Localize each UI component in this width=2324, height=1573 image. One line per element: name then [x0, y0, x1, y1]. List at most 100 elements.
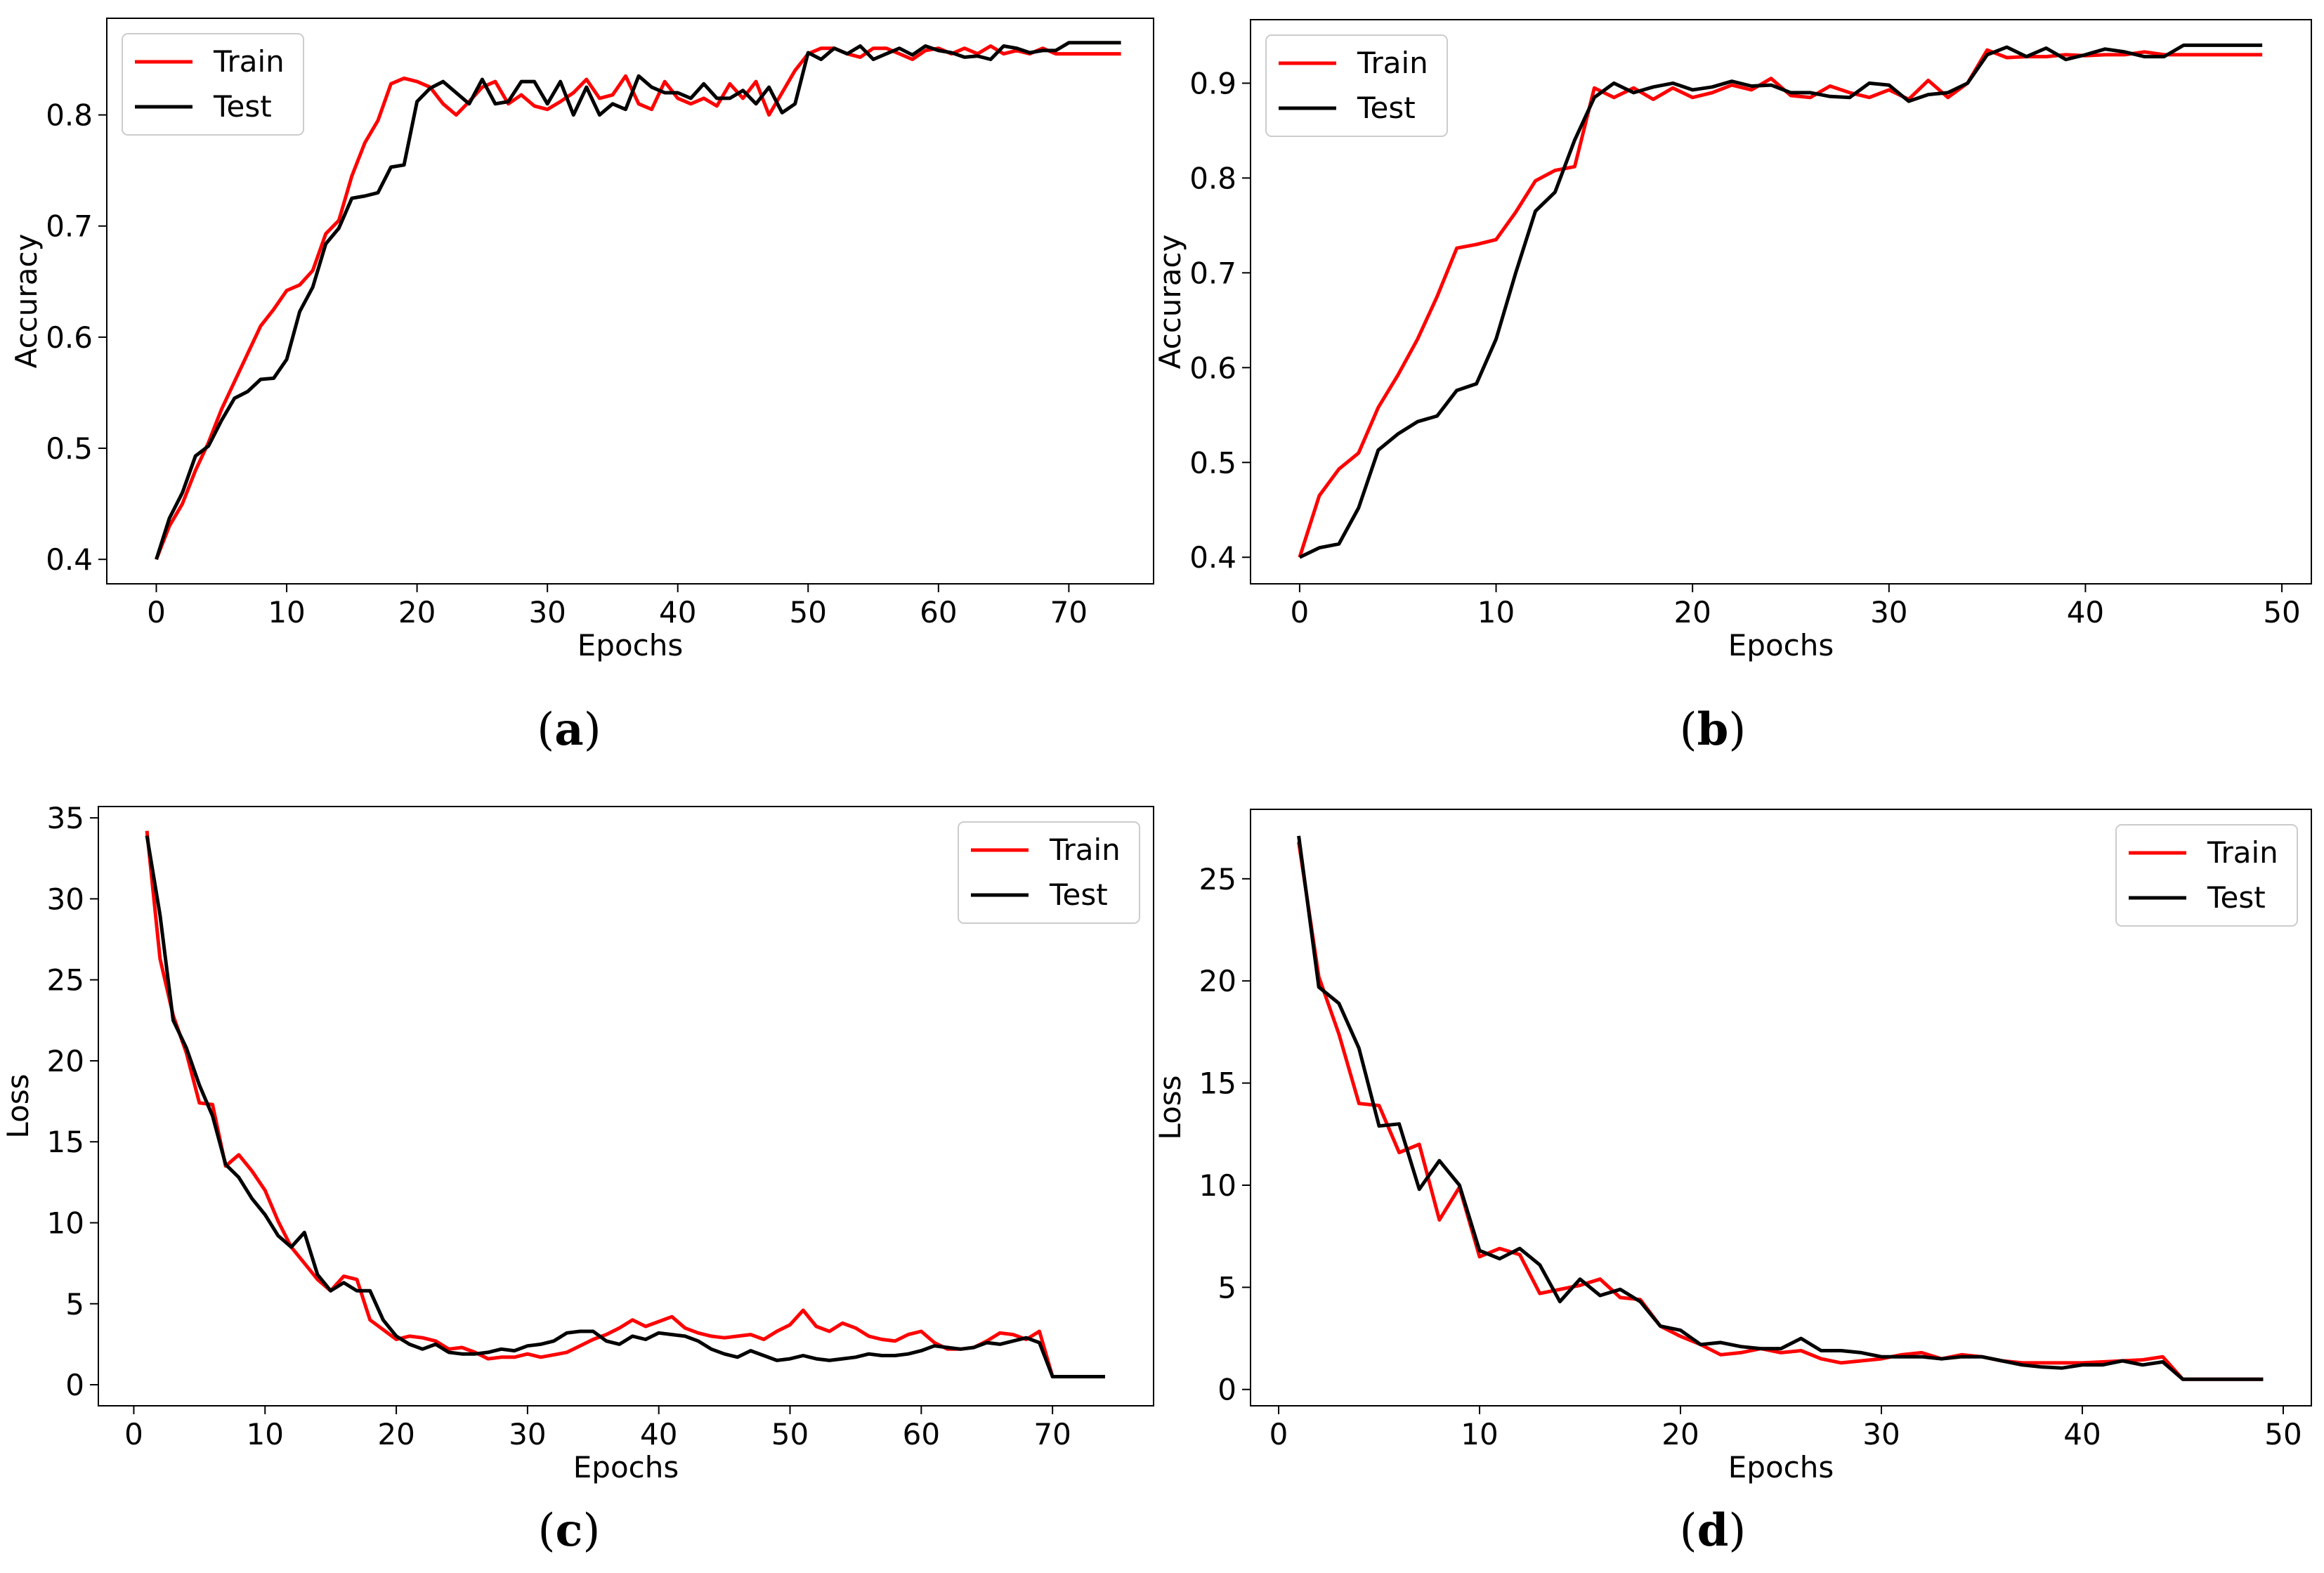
panel-a-x-tick-label: 50: [790, 595, 827, 629]
panel-a-y-tick-label: 0.6: [46, 320, 93, 355]
panel-a-y-tick-label: 0.5: [46, 431, 93, 466]
panel-c-x-axis-label: Epochs: [573, 1450, 679, 1484]
panel-c-caption: (c): [538, 1504, 601, 1557]
panel-d-y-axis-label: Loss: [1153, 1075, 1187, 1140]
panel-b-legend-box: [1265, 34, 1448, 137]
panel-d-x-tick-label: 30: [1862, 1417, 1900, 1451]
panel-d-series-test-line: [1297, 835, 2264, 1381]
panel-b-x-tick-label: 20: [1673, 595, 1711, 629]
panel-c-x-tick-label: 60: [903, 1417, 940, 1451]
panel-a-series-test-line: [155, 41, 1121, 560]
panel-d-legend-label-test: Test: [2207, 880, 2266, 915]
panel-c: 0 10 20 30 40 50 60 70 0 5 10 15 20 25 30 35 Epochs Los…: [1, 801, 1154, 1557]
panel-a-series-train-line: [155, 44, 1121, 561]
panel-b-x-axis-label: Epochs: [1728, 628, 1834, 663]
panel-c-y-tick-label: 20: [47, 1044, 84, 1078]
panel-d-x-tick-label: 20: [1662, 1417, 1699, 1451]
panel-d-caption: (d): [1680, 1504, 1747, 1557]
panel-b-legend-label-test: Test: [1357, 91, 1416, 125]
panel-a-plot-frame: [106, 18, 1154, 585]
panel-c-legend-label-test: Test: [1049, 877, 1108, 912]
panel-c-axis-ticks: 0 10 20 30 40 50 60 70 0 5 10 15 20 25 30 35: [47, 801, 1071, 1451]
panel-b-x-tick-label: 0: [1291, 595, 1310, 629]
panel-b-plot-lines: [1298, 43, 2263, 559]
panel-d-y-tick-label: 15: [1199, 1066, 1236, 1101]
panel-a-y-tick-label: 0.7: [46, 209, 93, 244]
panel-c-y-tick-label: 35: [47, 801, 84, 835]
panel-b-y-tick-label: 0.6: [1189, 351, 1236, 385]
panel-a-caption: (a): [537, 703, 601, 756]
panel-d-x-tick-label: 0: [1269, 1417, 1288, 1451]
panel-d-y-tick-label: 0: [1218, 1373, 1236, 1407]
panel-a-y-tick-label: 0.4: [46, 542, 93, 577]
panel-c-legend: Train Test: [958, 821, 1140, 924]
panel-c-y-tick-label: 15: [47, 1125, 84, 1159]
panel-d-y-tick-label: 25: [1199, 862, 1236, 896]
panel-d-plot-lines: [1297, 835, 2264, 1381]
panel-b-x-tick-label: 50: [2263, 595, 2300, 629]
panel-c-x-tick-label: 40: [640, 1417, 677, 1451]
panel-a-y-tick-label: 0.8: [46, 98, 93, 133]
panel-b-legend-label-train: Train: [1357, 46, 1428, 80]
panel-b-y-tick-label: 0.8: [1189, 161, 1236, 195]
panel-c-series-test-line: [145, 835, 1105, 1378]
panel-a-legend-label-train: Train: [213, 44, 285, 79]
panel-b: 0 10 20 30 40 50 0.4 0.5 0.6 0.7 0.8 0.9 Epochs Acc…: [1153, 19, 2312, 756]
panel-c-y-tick-label: 10: [47, 1206, 84, 1240]
panel-b-axis-ticks: 0 10 20 30 40 50 0.4 0.5 0.6 0.7 0.8 0.9: [1189, 66, 2301, 629]
panel-c-plot-frame: [98, 806, 1154, 1406]
panel-d-axis-ticks: 0 10 20 30 40 50 0 5 10 15 20 25: [1199, 862, 2302, 1451]
panel-c-y-axis-label: Loss: [1, 1073, 35, 1138]
panel-b-plot-frame: [1250, 19, 2312, 585]
panel-c-y-tick-label: 5: [65, 1287, 84, 1321]
panel-a-x-axis-label: Epochs: [577, 628, 684, 663]
panel-a-x-tick-label: 0: [147, 595, 166, 629]
panel-d-x-tick-label: 50: [2264, 1417, 2302, 1451]
panel-a-x-tick-label: 10: [268, 595, 305, 629]
panel-a-x-tick-label: 40: [659, 595, 696, 629]
panel-b-y-tick-label: 0.4: [1189, 540, 1236, 575]
panel-c-y-tick-label: 25: [47, 963, 84, 998]
panel-d-x-tick-label: 40: [2063, 1417, 2101, 1451]
panel-d-legend-box: [2115, 824, 2298, 927]
panel-b-legend: Train Test: [1265, 34, 1448, 137]
panel-c-legend-label-train: Train: [1049, 833, 1121, 867]
panel-a: 0 10 20 30 40 50 60 70 0.4 0.5 0.6 0.7 0.8 Epochs Ac…: [9, 18, 1154, 756]
panel-b-caption: (b): [1680, 703, 1747, 756]
panel-d-x-tick-label: 10: [1461, 1417, 1498, 1451]
panel-c-legend-box: [958, 821, 1140, 924]
panel-a-x-tick-label: 70: [1050, 595, 1088, 629]
panel-c-y-tick-label: 30: [47, 882, 84, 916]
panel-a-legend: Train Test: [122, 33, 304, 136]
panel-d-y-tick-label: 10: [1199, 1168, 1236, 1203]
panel-d-x-axis-label: Epochs: [1728, 1450, 1834, 1484]
panel-d-legend-label-train: Train: [2207, 835, 2278, 870]
panel-a-x-tick-label: 30: [528, 595, 566, 629]
panel-c-x-tick-label: 70: [1033, 1417, 1071, 1451]
panel-b-x-tick-label: 40: [2067, 595, 2104, 629]
panel-c-x-tick-label: 30: [509, 1417, 546, 1451]
panel-c-plot-lines: [145, 830, 1105, 1378]
panel-b-y-tick-label: 0.9: [1189, 66, 1236, 100]
panel-a-legend-box: [122, 33, 304, 136]
panel-c-x-tick-label: 10: [247, 1417, 284, 1451]
panel-b-y-axis-label: Accuracy: [1153, 235, 1187, 370]
panel-a-legend-label-test: Test: [213, 89, 272, 124]
panel-a-y-axis-label: Accuracy: [9, 234, 44, 369]
panel-d-plot-frame: [1250, 809, 2312, 1406]
panel-c-x-tick-label: 0: [124, 1417, 143, 1451]
panel-a-x-tick-label: 20: [398, 595, 436, 629]
panel-a-x-tick-label: 60: [920, 595, 957, 629]
panel-c-y-tick-label: 0: [65, 1368, 84, 1402]
panel-a-plot-lines: [155, 41, 1121, 561]
panel-c-x-tick-label: 20: [377, 1417, 414, 1451]
panel-b-y-tick-label: 0.5: [1189, 445, 1236, 480]
panel-d-legend: Train Test: [2115, 824, 2298, 927]
panel-b-x-tick-label: 10: [1477, 595, 1515, 629]
panel-b-y-tick-label: 0.7: [1189, 256, 1236, 290]
panel-c-x-tick-label: 50: [771, 1417, 809, 1451]
panel-b-series-test-line: [1298, 43, 2263, 559]
panel-d-y-tick-label: 5: [1218, 1270, 1236, 1305]
